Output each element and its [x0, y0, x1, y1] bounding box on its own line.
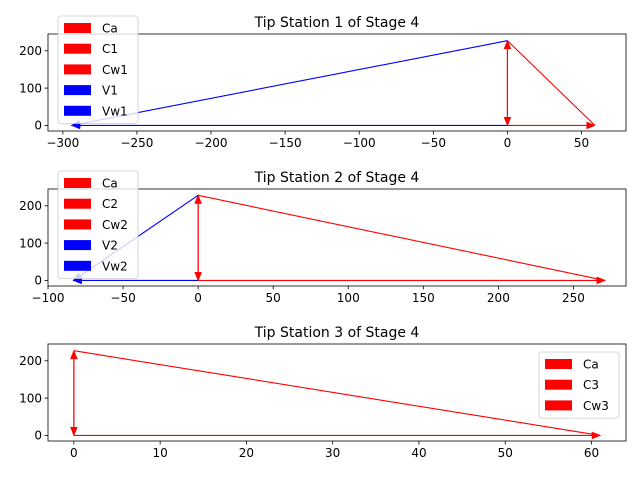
- x-tick-label: 0: [504, 136, 512, 150]
- x-tick-label: −250: [120, 136, 153, 150]
- x-tick-label: 30: [325, 446, 340, 460]
- x-tick-label: 0: [70, 446, 78, 460]
- chart-title: Tip Station 2 of Stage 4: [254, 170, 420, 186]
- y-tick-label: 200: [19, 44, 42, 58]
- x-tick-label: −150: [269, 136, 302, 150]
- y-tick-label: 0: [34, 429, 42, 443]
- chart-title: Tip Station 3 of Stage 4: [254, 325, 420, 341]
- connector-line: [73, 350, 601, 436]
- legend-label: Cw2: [102, 218, 128, 232]
- x-tick-label: 50: [498, 446, 513, 460]
- x-tick-label: 150: [412, 291, 435, 305]
- legend-swatch: [64, 23, 91, 33]
- legend-label: V1: [102, 84, 118, 98]
- legend-swatch: [545, 400, 572, 411]
- connector-line: [198, 194, 606, 281]
- legend-swatch: [64, 219, 91, 230]
- x-tick-label: 60: [584, 446, 599, 460]
- legend-swatch: [64, 178, 91, 188]
- legend-label: C1: [102, 42, 118, 56]
- legend: Ca C3 Cw3: [538, 351, 620, 419]
- x-tick-label: 40: [411, 446, 426, 460]
- legend-swatch: [64, 198, 91, 209]
- x-tick-label: −200: [195, 136, 228, 150]
- y-tick-label: 100: [19, 391, 42, 405]
- x-tick-label: −50: [421, 136, 446, 150]
- plot-area: [70, 39, 596, 130]
- subplot-3: Tip Station 3 of Stage 4 0 10 20 30 40 50 60 0 10…: [19, 325, 627, 460]
- legend-swatch: [64, 43, 91, 54]
- x-tick-label: 50: [574, 136, 589, 150]
- axes-frame: [47, 33, 627, 132]
- x-tick-label: −100: [32, 291, 65, 305]
- x-tick-label: 20: [239, 446, 254, 460]
- plot-area: [70, 349, 602, 440]
- vector-cw2: [198, 276, 607, 285]
- vector-cw1: [507, 121, 596, 130]
- legend-swatch: [64, 260, 91, 271]
- x-tick-label: −100: [343, 136, 376, 150]
- vector-cw3: [73, 431, 602, 440]
- legend-swatch: [64, 64, 91, 75]
- subplot-2: Tip Station 2 of Stage 4 −100 −50 0 50 100 150…: [19, 170, 627, 305]
- y-tick-label: 0: [34, 119, 42, 133]
- legend-label: Ca: [583, 358, 599, 372]
- y-tick-label: 200: [19, 199, 42, 213]
- y-tick-label: 200: [19, 354, 42, 368]
- legend-swatch: [64, 105, 91, 116]
- x-tick-label: 50: [266, 291, 281, 305]
- legend-label: Cw1: [102, 63, 128, 77]
- x-tick-label: 0: [194, 291, 202, 305]
- x-tick-label: 200: [487, 291, 510, 305]
- legend-frame: [57, 15, 139, 124]
- vector-c2: [194, 195, 202, 282]
- x-tick-label: 10: [153, 446, 168, 460]
- chart-title: Tip Station 1 of Stage 4: [254, 15, 420, 31]
- legend: Ca C2 Cw2 V2 Vw2: [57, 170, 139, 279]
- legend-label: C2: [102, 197, 118, 211]
- y-tick-label: 100: [19, 81, 42, 95]
- legend-swatch: [545, 379, 572, 390]
- legend-label: Vw1: [102, 104, 128, 118]
- axes-frame: [47, 343, 627, 442]
- legend: Ca C1 Cw1 V1 Vw1: [57, 15, 139, 124]
- legend-swatch: [545, 359, 572, 369]
- legend-label: Vw2: [102, 259, 128, 273]
- legend-label: C3: [583, 378, 599, 392]
- x-tick-label: 250: [562, 291, 585, 305]
- legend-swatch: [64, 240, 91, 251]
- x-tick-label: 100: [337, 291, 360, 305]
- legend-label: Cw3: [583, 399, 609, 413]
- x-tick-label: −300: [46, 136, 79, 150]
- subplot-1: Tip Station 1 of Stage 4 −300 −250 −200 −150…: [19, 15, 627, 150]
- connector-line: [507, 40, 596, 126]
- legend-label: Ca: [102, 22, 118, 36]
- y-tick-label: 0: [34, 274, 42, 288]
- legend-label: V2: [102, 239, 118, 253]
- axes-frame: [47, 188, 627, 287]
- x-tick-label: −50: [110, 291, 135, 305]
- legend-label: Ca: [102, 177, 118, 191]
- y-tick-label: 100: [19, 236, 42, 250]
- legend-frame: [57, 170, 139, 279]
- vector-c1: [503, 40, 512, 127]
- vector-c3: [70, 350, 78, 437]
- plot-area: [72, 194, 607, 285]
- legend-swatch: [64, 85, 91, 96]
